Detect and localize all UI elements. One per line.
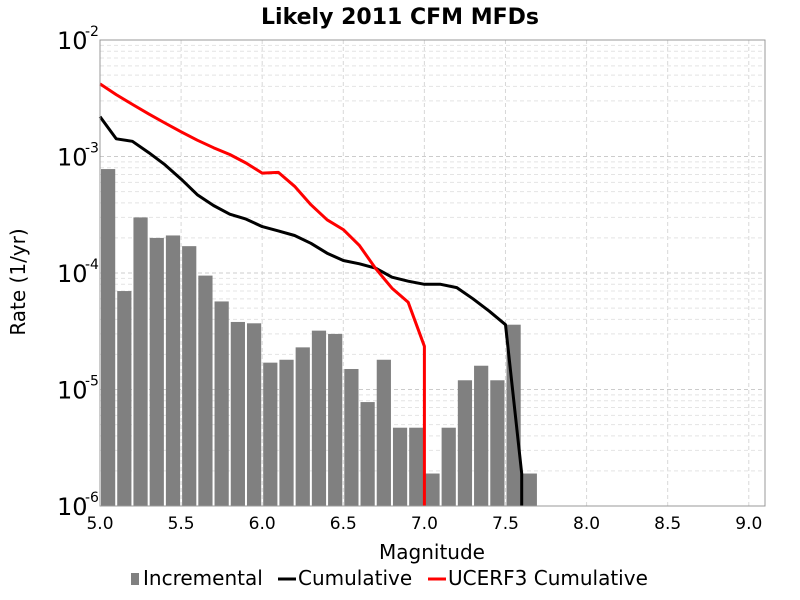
- incremental-bar-7: [214, 301, 229, 506]
- y-tick-label-base: 10: [57, 144, 88, 172]
- legend-label-incremental: Incremental: [143, 566, 263, 590]
- incremental-bar-20: [425, 473, 440, 506]
- x-axis-ticks: 5.0 5.5 6.0 6.5 7.0 7.5 8.0 8.5 9.0: [86, 514, 762, 534]
- incremental-bars: [101, 169, 537, 507]
- incremental-bar-8: [230, 321, 245, 506]
- incremental-bar-0: [101, 169, 116, 506]
- y-axis-label: Rate (1/yr): [6, 228, 30, 335]
- x-tick-label: 7.0: [411, 514, 438, 534]
- y-tick-label-exponent: -5: [85, 374, 99, 390]
- legend-swatch-incremental: [131, 573, 139, 585]
- incremental-bar-19: [409, 427, 424, 506]
- y-tick-label-base: 10: [57, 27, 88, 55]
- incremental-bar-22: [457, 380, 473, 506]
- x-tick-label: 8.5: [654, 514, 681, 534]
- x-tick-label: 6.5: [330, 514, 357, 534]
- line-cumulative: [98, 115, 524, 506]
- y-tick-label-base: 10: [57, 493, 88, 521]
- x-tick-label: 8.0: [573, 514, 600, 534]
- legend-label-ucerf3-cumulative: UCERF3 Cumulative: [448, 566, 648, 590]
- y-tick-label-exponent: -3: [85, 141, 99, 157]
- incremental-bar-13: [311, 330, 327, 506]
- y-tick-label-exponent: -6: [85, 490, 99, 506]
- incremental-bar-26: [522, 473, 537, 506]
- incremental-bar-23: [474, 365, 489, 506]
- legend-label-cumulative: Cumulative: [298, 566, 412, 590]
- x-tick-label: 5.5: [168, 514, 195, 534]
- x-tick-label: 7.5: [492, 514, 519, 534]
- chart-title: Likely 2011 CFM MFDs: [261, 5, 539, 30]
- x-axis-label: Magnitude: [379, 540, 485, 564]
- x-tick-label: 6.0: [249, 514, 276, 534]
- line-ucerf3-cumulative: [99, 82, 426, 506]
- incremental-bar-3: [149, 237, 164, 507]
- incremental-bar-24: [490, 380, 505, 506]
- incremental-bar-14: [328, 333, 343, 506]
- y-tick-label-base: 10: [57, 377, 88, 405]
- incremental-bar-4: [165, 235, 181, 506]
- y-tick-label-exponent: -4: [85, 257, 99, 273]
- y-tick-label-exponent: -2: [85, 24, 99, 40]
- incremental-bar-15: [344, 368, 359, 506]
- incremental-bar-18: [392, 427, 408, 506]
- incremental-bar-2: [133, 217, 148, 506]
- incremental-bar-12: [295, 347, 310, 506]
- legend: Incremental Cumulative UCERF3 Cumulative: [131, 566, 648, 590]
- x-tick-label: 9.0: [735, 514, 762, 534]
- incremental-bar-1: [117, 291, 132, 506]
- incremental-bar-21: [441, 427, 456, 506]
- incremental-bar-17: [376, 359, 391, 506]
- x-tick-label: 5.0: [86, 514, 113, 534]
- incremental-bar-10: [263, 362, 278, 506]
- incremental-bar-5: [182, 246, 197, 506]
- series-lines: [98, 82, 524, 506]
- y-axis-ticks: 10-210-310-410-510-6: [57, 24, 99, 521]
- y-tick-label-base: 10: [57, 260, 88, 288]
- incremental-bar-9: [246, 323, 262, 506]
- incremental-bar-16: [360, 402, 375, 506]
- plot-area-frame: [99, 39, 766, 507]
- incremental-bar-11: [279, 359, 294, 506]
- grid: [99, 40, 765, 507]
- incremental-bar-6: [198, 275, 213, 506]
